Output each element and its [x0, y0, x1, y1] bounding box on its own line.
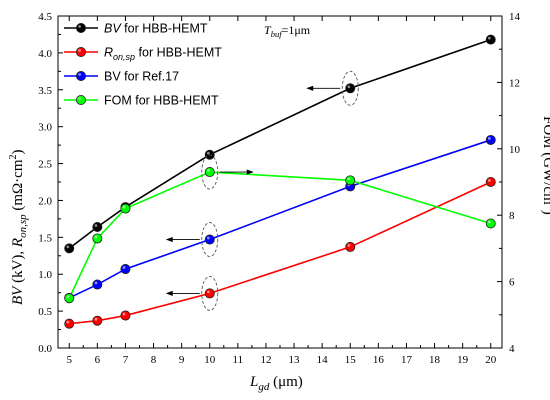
annotation-tbuf: Tbuf=1μm [264, 23, 311, 39]
data-point [64, 318, 75, 329]
x-tick-label: 6 [95, 354, 101, 366]
y-left-tick-label: 0.5 [38, 306, 52, 318]
data-point [204, 288, 215, 299]
legend-item: BV for Ref.17 [64, 70, 179, 84]
x-axis: 5 6 7 8 9 10 11 12 13 14 15 16 17 18 19 20 [66, 16, 497, 366]
y-left-tick-label: 1.5 [38, 232, 52, 244]
data-point [345, 175, 356, 186]
legend: BV for HBB-HEMT Ron,sp for HBB-HEMT BV for… [64, 22, 222, 108]
y-axis-right-title: FOM (GW/cm2) [540, 116, 550, 215]
x-tick-label: 12 [260, 354, 271, 366]
x-axis-title: Lgd (μm) [249, 374, 303, 393]
data-point [485, 176, 496, 187]
data-point [92, 315, 103, 326]
y-left-tick-label: 3.5 [38, 85, 52, 97]
data-point [120, 203, 131, 214]
x-tick-label: 20 [485, 354, 497, 366]
x-tick-label: 5 [66, 354, 72, 366]
legend-item: Ron,sp for HBB-HEMT [64, 46, 222, 63]
x-tick-label: 17 [401, 354, 413, 366]
x-tick-label: 11 [233, 354, 244, 366]
y-right-tick-label: 10 [509, 144, 521, 156]
callout [201, 154, 254, 190]
series-line-2 [68, 139, 492, 299]
callout [306, 70, 359, 106]
series-layer [64, 34, 496, 329]
data-point [92, 222, 103, 233]
x-tick-label: 7 [123, 354, 129, 366]
y-right-tick-label: 8 [509, 210, 515, 222]
data-point [204, 234, 215, 245]
x-tick-label: 10 [204, 354, 216, 366]
y-left-tick-label: 2.5 [38, 159, 52, 171]
x-tick-label: 9 [179, 354, 185, 366]
legend-label: Ron,sp for HBB-HEMT [104, 46, 222, 63]
y-right-tick-label: 12 [509, 77, 520, 89]
legend-label: FOM for HBB-HEMT [104, 94, 219, 108]
data-point [64, 243, 75, 254]
data-point [345, 241, 356, 252]
y-left-tick-label: 3.0 [38, 122, 52, 134]
y-right-tick-label: 14 [509, 11, 521, 23]
y-left-tick-label: 1.0 [38, 269, 52, 281]
y-axis-right: 4 6 8 10 12 14 [497, 11, 521, 355]
y-axis-left-title: BV (kV), Ron,sp (mΩ·cm2) [8, 150, 29, 306]
data-point [485, 218, 496, 229]
data-point [345, 83, 356, 94]
data-point [204, 167, 215, 178]
callout [165, 222, 219, 257]
x-tick-label: 15 [345, 354, 357, 366]
y-left-tick-label: 4.0 [38, 48, 52, 60]
legend-label: BV for HBB-HEMT [104, 22, 208, 36]
y-axis-left: 0.0 0.5 1.0 1.5 2.0 2.5 3.0 3.5 4.0 4.5 [38, 11, 63, 355]
callout-layer [165, 70, 359, 311]
legend-label: BV for Ref.17 [104, 70, 179, 84]
data-point [120, 310, 131, 321]
y-left-tick-label: 2.0 [38, 195, 52, 207]
data-point [485, 134, 496, 145]
y-left-tick-label: 0.0 [38, 343, 52, 355]
y-right-tick-label: 4 [509, 343, 515, 355]
x-tick-label: 14 [317, 354, 329, 366]
data-point [92, 279, 103, 290]
x-tick-label: 18 [429, 354, 441, 366]
data-point [64, 293, 75, 304]
legend-item: FOM for HBB-HEMT [64, 94, 219, 108]
callout [165, 275, 219, 311]
x-tick-label: 16 [373, 354, 385, 366]
x-tick-label: 8 [151, 354, 157, 366]
y-left-tick-label: 4.5 [38, 11, 52, 23]
series-line-0 [68, 38, 492, 250]
x-tick-label: 19 [457, 354, 469, 366]
y-right-tick-label: 6 [509, 277, 515, 289]
x-tick-label: 13 [289, 354, 301, 366]
legend-item: BV for HBB-HEMT [64, 22, 208, 36]
data-point [92, 233, 103, 244]
data-point [485, 34, 496, 45]
plot-frame [57, 15, 503, 349]
series-line-3 [68, 171, 491, 299]
data-point [120, 264, 131, 275]
